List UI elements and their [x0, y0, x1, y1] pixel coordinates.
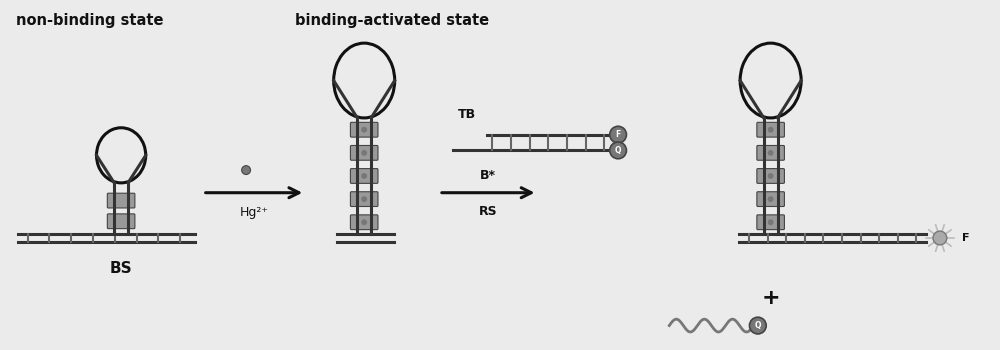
Circle shape [361, 219, 367, 225]
Circle shape [749, 317, 766, 334]
Text: Hg²⁺: Hg²⁺ [239, 206, 268, 219]
Circle shape [610, 142, 626, 159]
Text: BS: BS [110, 261, 132, 276]
Circle shape [242, 166, 251, 175]
Text: Q: Q [755, 321, 761, 330]
Circle shape [361, 127, 367, 133]
Circle shape [768, 219, 774, 225]
Circle shape [361, 150, 367, 156]
Text: F: F [615, 130, 621, 139]
Circle shape [768, 173, 774, 179]
FancyBboxPatch shape [757, 122, 784, 137]
FancyBboxPatch shape [757, 169, 784, 183]
FancyBboxPatch shape [107, 193, 135, 208]
FancyBboxPatch shape [350, 146, 378, 160]
Text: non-binding state: non-binding state [16, 13, 163, 28]
Circle shape [610, 126, 626, 143]
FancyBboxPatch shape [350, 122, 378, 137]
FancyBboxPatch shape [350, 192, 378, 206]
Text: binding-activated state: binding-activated state [295, 13, 489, 28]
Circle shape [933, 231, 947, 245]
Text: RS: RS [479, 205, 498, 218]
FancyBboxPatch shape [350, 169, 378, 183]
Circle shape [361, 196, 367, 202]
FancyBboxPatch shape [350, 215, 378, 230]
Circle shape [768, 196, 774, 202]
FancyBboxPatch shape [757, 146, 784, 160]
Text: Q: Q [615, 146, 621, 155]
FancyBboxPatch shape [757, 192, 784, 206]
Circle shape [768, 127, 774, 133]
Text: F: F [962, 233, 969, 243]
FancyBboxPatch shape [107, 214, 135, 229]
FancyBboxPatch shape [757, 215, 784, 230]
Circle shape [768, 150, 774, 156]
Circle shape [361, 173, 367, 179]
Text: TB: TB [458, 108, 476, 121]
Text: B*: B* [480, 168, 496, 182]
Text: +: + [761, 288, 780, 308]
